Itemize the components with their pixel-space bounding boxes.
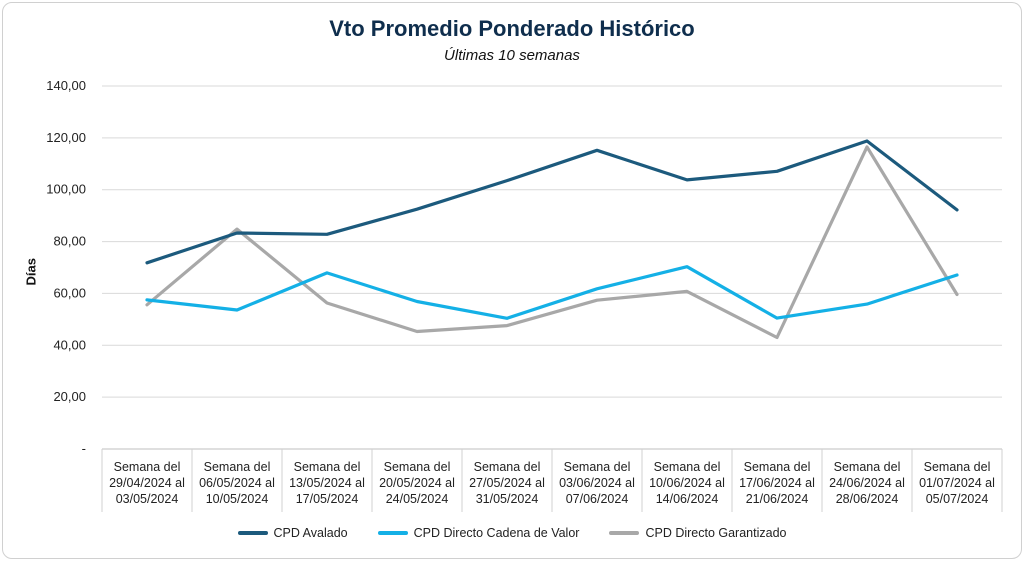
x-tick-label: 17/06/2024 al [739, 476, 815, 490]
series-line-cpd-directo-garantizado [145, 145, 959, 340]
x-tick-label: 13/05/2024 al [289, 476, 365, 490]
y-tick-label: 140,00 [46, 78, 86, 93]
legend-label: CPD Directo Garantizado [645, 526, 787, 540]
x-tick-label: 03/06/2024 al [559, 476, 635, 490]
series-line-cpd-directo-cadena-de-valor [145, 265, 959, 320]
x-tick-label: 27/05/2024 al [469, 476, 545, 490]
legend-item: CPD Avalado [237, 526, 348, 540]
legend-label: CPD Directo Cadena de Valor [413, 526, 580, 540]
x-tick-label: 14/06/2024 [656, 492, 719, 506]
x-tick-label: Semana del [294, 460, 361, 474]
y-tick-label: 20,00 [53, 389, 86, 404]
y-tick-label: 40,00 [53, 337, 86, 352]
x-tick-label: 06/05/2024 al [199, 476, 275, 490]
x-tick-label: Semana del [384, 460, 451, 474]
x-tick-label: 24/05/2024 [386, 492, 449, 506]
x-tick-label: Semana del [654, 460, 721, 474]
x-tick-label: Semana del [114, 460, 181, 474]
legend-swatch [377, 531, 408, 535]
legend-swatch [609, 531, 640, 535]
legend-swatch [237, 531, 268, 535]
x-tick-label: Semana del [924, 460, 991, 474]
x-tick-label: 28/06/2024 [836, 492, 899, 506]
x-tick-label: Semana del [474, 460, 541, 474]
y-tick-label: 80,00 [53, 234, 86, 249]
x-tick-label: Semana del [834, 460, 901, 474]
x-tick-label: 10/06/2024 al [649, 476, 725, 490]
x-tick-label: 01/07/2024 al [919, 476, 995, 490]
chart-subtitle: Últimas 10 semanas [444, 47, 580, 64]
x-tick-label: Semana del [564, 460, 631, 474]
x-tick-label: 21/06/2024 [746, 492, 809, 506]
series-line-cpd-avalado [145, 139, 959, 265]
y-tick-label: 60,00 [53, 285, 86, 300]
x-tick-label: 07/06/2024 [566, 492, 629, 506]
y-tick-label: 100,00 [46, 182, 86, 197]
legend-item: CPD Directo Cadena de Valor [377, 526, 580, 540]
x-tick-label: 10/05/2024 [206, 492, 269, 506]
chart-title: Vto Promedio Ponderado Histórico [329, 16, 695, 41]
chart-legend: CPD Avalado CPD Directo Cadena de Valor CP… [0, 526, 1024, 540]
y-tick-label: - [82, 441, 86, 456]
x-tick-label: 24/06/2024 al [829, 476, 905, 490]
x-tick-label: 20/05/2024 al [379, 476, 455, 490]
legend-item: CPD Directo Garantizado [609, 526, 786, 540]
legend-label: CPD Avalado [273, 526, 348, 540]
x-tick-label: 29/04/2024 al [109, 476, 185, 490]
x-tick-label: Semana del [204, 460, 271, 474]
x-tick-label: 31/05/2024 [476, 492, 539, 506]
x-tick-label: Semana del [744, 460, 811, 474]
x-tick-label: 17/05/2024 [296, 492, 359, 506]
y-tick-label: 120,00 [46, 130, 86, 145]
x-tick-label: 03/05/2024 [116, 492, 179, 506]
x-tick-label: 05/07/2024 [926, 492, 989, 506]
